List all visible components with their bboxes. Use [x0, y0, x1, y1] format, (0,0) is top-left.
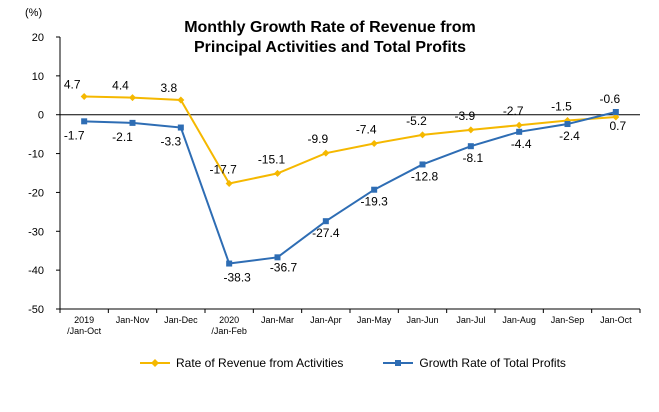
- y-tick-label: -40: [28, 265, 44, 277]
- profits-point: [274, 254, 281, 261]
- y-unit-label: (%): [25, 7, 43, 19]
- profits-point: [129, 119, 136, 126]
- legend-item-profits: Growth Rate of Total Profits: [383, 356, 566, 370]
- revenue-point: [129, 94, 136, 102]
- revenue-point: [274, 169, 281, 177]
- revenue-data-label: -0.6: [599, 92, 620, 106]
- profits-point: [226, 260, 233, 267]
- x-tick-label: Jan-May: [357, 315, 392, 325]
- revenue-point: [177, 96, 185, 104]
- profits-data-label: 0.7: [609, 119, 626, 133]
- legend-swatch-profits: [383, 360, 414, 366]
- x-tick-label: Jan-Aug: [502, 315, 536, 325]
- profits-data-label: -2.4: [559, 129, 580, 143]
- revenue-point: [225, 179, 233, 187]
- revenue-data-label: -17.7: [209, 162, 237, 176]
- revenue-data-label: -15.1: [258, 152, 286, 166]
- profits-point: [467, 143, 474, 150]
- revenue-data-label: -5.2: [406, 114, 427, 128]
- profits-point: [177, 124, 184, 131]
- revenue-point: [515, 121, 523, 129]
- revenue-data-label: -3.9: [454, 109, 475, 123]
- profits-data-label: -36.7: [270, 260, 298, 274]
- x-tick-label: 2019/Jan-Oct: [67, 315, 102, 336]
- x-tick-label: Jan-Jul: [456, 315, 485, 325]
- chart-title-line1: Monthly Growth Rate of Revenue from: [184, 19, 476, 36]
- y-tick-label: 20: [32, 32, 44, 44]
- x-tick-label: Jan-Oct: [600, 315, 632, 325]
- x-tick-label: Jan-Mar: [261, 315, 294, 325]
- profits-point: [81, 118, 88, 125]
- profits-series-line: [84, 111, 617, 265]
- profits-point: [419, 161, 426, 168]
- profits-data-label: -8.1: [462, 151, 483, 165]
- chart-legend: Rate of Revenue from Activities Growth R…: [140, 356, 566, 370]
- x-tick-label: Jan-Dec: [164, 315, 198, 325]
- profits-point: [322, 218, 329, 225]
- profits-data-label: -2.1: [112, 130, 133, 144]
- legend-label-profits: Growth Rate of Total Profits: [419, 356, 566, 370]
- revenue-point: [322, 149, 330, 157]
- profits-data-label: -1.7: [64, 128, 85, 142]
- revenue-point: [612, 113, 620, 121]
- profits-point: [564, 121, 571, 128]
- y-tick-label: -30: [28, 226, 44, 238]
- profits-point: [371, 186, 378, 193]
- legend-label-revenue: Rate of Revenue from Activities: [176, 356, 344, 370]
- chart-title-line2: Principal Activities and Total Profits: [193, 39, 467, 56]
- y-tick-label: -20: [28, 187, 44, 199]
- profits-data-label: -27.4: [312, 226, 340, 240]
- profits-point: [516, 128, 523, 135]
- legend-item-revenue: Rate of Revenue from Activities: [140, 356, 343, 370]
- y-tick-label: 0: [38, 110, 44, 122]
- profits-data-label: -3.3: [160, 135, 181, 149]
- y-tick-label: 10: [32, 71, 44, 83]
- x-tick-label: Jan-Apr: [310, 315, 342, 325]
- profits-point: [612, 108, 619, 115]
- revenue-point: [467, 126, 475, 134]
- profits-data-label: -4.4: [511, 137, 532, 151]
- chart-title: Monthly Growth Rate of Revenue from Prin…: [150, 18, 510, 58]
- y-tick-label: -50: [28, 304, 44, 316]
- revenue-point: [370, 139, 378, 147]
- x-tick-label: Jan-Sep: [551, 315, 585, 325]
- y-tick-label: -10: [28, 149, 44, 161]
- revenue-data-label: -7.4: [356, 122, 377, 136]
- legend-swatch-revenue: [140, 359, 170, 367]
- revenue-data-label: 4.7: [64, 77, 81, 91]
- revenue-data-label: 4.4: [112, 79, 129, 93]
- revenue-data-label: 3.8: [160, 81, 177, 95]
- revenue-data-label: -2.7: [503, 104, 524, 118]
- x-tick-label: 2020/Jan-Feb: [211, 315, 247, 336]
- revenue-series-line: [84, 95, 616, 185]
- revenue-data-label: -1.5: [551, 100, 572, 114]
- profits-data-label: -38.3: [223, 271, 251, 285]
- profits-data-label: -19.3: [360, 195, 388, 209]
- revenue-point: [80, 92, 88, 100]
- profits-data-label: -12.8: [411, 169, 439, 183]
- revenue-point: [419, 131, 426, 139]
- x-tick-label: Jan-Jun: [406, 315, 438, 325]
- revenue-data-label: -9.9: [307, 132, 328, 146]
- x-tick-label: Jan-Nov: [116, 315, 150, 325]
